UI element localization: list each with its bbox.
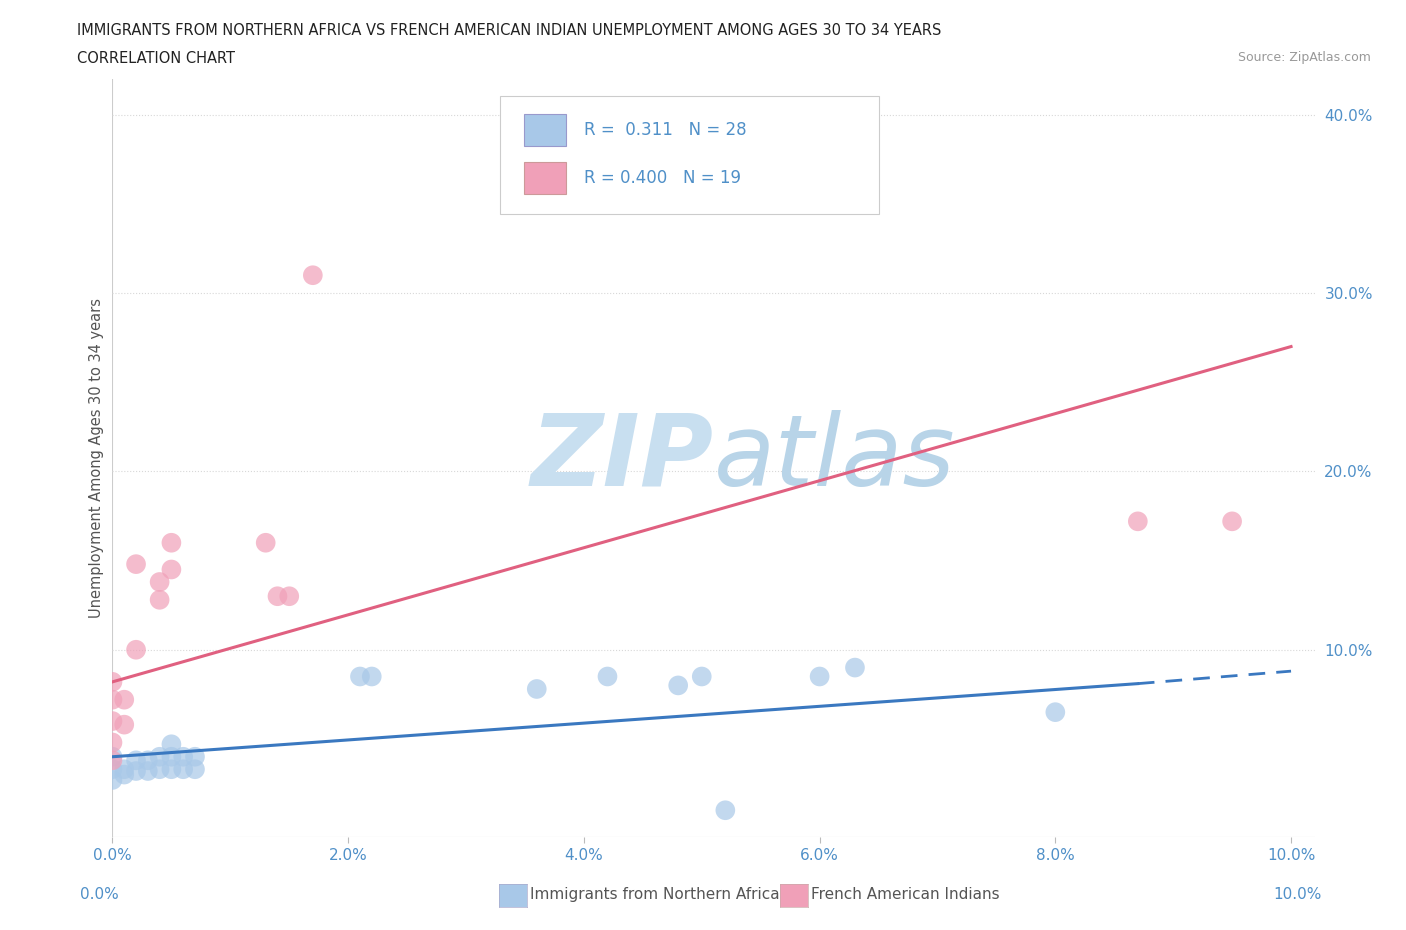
Y-axis label: Unemployment Among Ages 30 to 34 years: Unemployment Among Ages 30 to 34 years xyxy=(89,298,104,618)
Point xyxy=(112,692,135,707)
Point xyxy=(266,589,288,604)
Point xyxy=(160,536,183,551)
Text: CORRELATION CHART: CORRELATION CHART xyxy=(77,51,235,66)
Text: atlas: atlas xyxy=(713,409,955,507)
Point xyxy=(125,643,148,658)
Point xyxy=(666,678,689,693)
Point xyxy=(302,268,325,283)
FancyBboxPatch shape xyxy=(499,96,879,214)
Point xyxy=(149,750,172,764)
Point xyxy=(125,557,148,572)
Point xyxy=(844,660,866,675)
Point xyxy=(596,669,619,684)
Point xyxy=(149,575,172,590)
Text: Source: ZipAtlas.com: Source: ZipAtlas.com xyxy=(1237,51,1371,64)
Point xyxy=(101,692,124,707)
Point xyxy=(136,764,159,778)
Point xyxy=(125,764,148,778)
Text: R = 0.400   N = 19: R = 0.400 N = 19 xyxy=(583,169,741,187)
Point xyxy=(112,767,135,782)
Point xyxy=(101,762,124,777)
Point xyxy=(101,753,124,768)
Text: ZIP: ZIP xyxy=(530,409,713,507)
Point xyxy=(149,592,172,607)
Point xyxy=(808,669,831,684)
Point xyxy=(160,562,183,577)
Point xyxy=(1220,514,1243,529)
FancyBboxPatch shape xyxy=(523,113,565,146)
Point xyxy=(160,737,183,751)
Point xyxy=(172,762,194,777)
Text: R =  0.311   N = 28: R = 0.311 N = 28 xyxy=(583,121,747,139)
Point xyxy=(160,750,183,764)
Point xyxy=(526,682,548,697)
Point xyxy=(101,773,124,788)
Point xyxy=(136,753,159,768)
Text: French American Indians: French American Indians xyxy=(811,887,1000,902)
Point xyxy=(278,589,301,604)
Point xyxy=(112,717,135,732)
Point xyxy=(101,735,124,750)
Text: IMMIGRANTS FROM NORTHERN AFRICA VS FRENCH AMERICAN INDIAN UNEMPLOYMENT AMONG AGE: IMMIGRANTS FROM NORTHERN AFRICA VS FRENC… xyxy=(77,23,942,38)
Point xyxy=(690,669,713,684)
Text: 0.0%: 0.0% xyxy=(80,887,120,902)
Point xyxy=(160,762,183,777)
Point xyxy=(349,669,371,684)
Point xyxy=(149,762,172,777)
Point xyxy=(1126,514,1149,529)
Text: Immigrants from Northern Africa: Immigrants from Northern Africa xyxy=(530,887,780,902)
Text: 10.0%: 10.0% xyxy=(1274,887,1322,902)
Point xyxy=(112,762,135,777)
Point xyxy=(184,750,207,764)
Point xyxy=(184,762,207,777)
Point xyxy=(101,750,124,764)
Point xyxy=(172,750,194,764)
Point xyxy=(360,669,382,684)
FancyBboxPatch shape xyxy=(523,163,565,194)
Point xyxy=(101,713,124,728)
Point xyxy=(101,674,124,689)
Point xyxy=(714,803,737,817)
Point xyxy=(254,536,277,551)
Point xyxy=(1045,705,1067,720)
Point xyxy=(125,753,148,768)
